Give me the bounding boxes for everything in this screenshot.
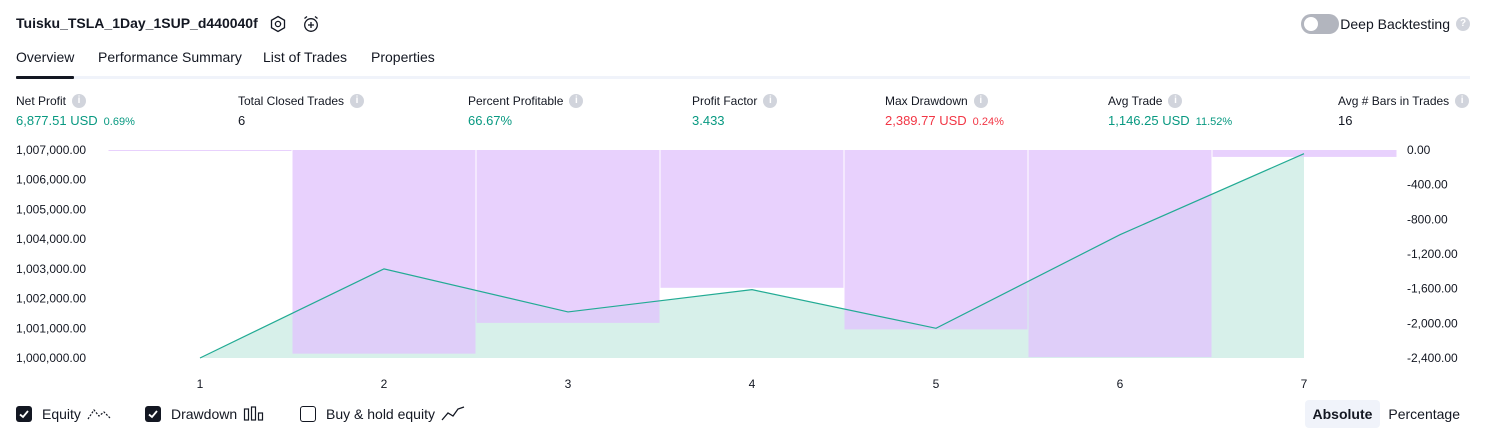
tab-properties[interactable]: Properties xyxy=(371,49,435,65)
legend-label: Equity xyxy=(42,406,81,422)
info-icon[interactable]: i xyxy=(1455,94,1470,108)
info-icon[interactable]: i xyxy=(350,94,365,108)
metric-avg-bars-in-trades: Avg # Bars in Trades i 16 xyxy=(1338,94,1470,128)
drawdown-checkbox[interactable] xyxy=(145,406,161,422)
tab-list-of-trades[interactable]: List of Trades xyxy=(263,49,348,65)
legend-drawdown-toggle[interactable]: Drawdown xyxy=(145,403,265,425)
help-icon[interactable]: ? xyxy=(1456,17,1470,31)
checkmark-icon xyxy=(19,410,29,419)
toggle-knob xyxy=(1304,17,1318,31)
strategy-title: Tuisku_TSLA_1Day_1SUP_d440040f xyxy=(16,15,258,31)
left-axis-tick-label: 1,001,000.00 xyxy=(16,321,86,335)
left-axis-tick-label: 1,005,000.00 xyxy=(16,202,86,216)
metric-value: 6,877.51 USD xyxy=(16,113,98,128)
drawdown-bar xyxy=(1212,150,1397,157)
info-icon[interactable]: i xyxy=(973,94,988,108)
left-axis-tick-label: 1,006,000.00 xyxy=(16,173,86,187)
settings-gear-icon[interactable] xyxy=(266,12,290,36)
drawdown-bar xyxy=(292,150,476,354)
tab-performance-summary[interactable]: Performance Summary xyxy=(98,49,242,65)
info-icon[interactable]: i xyxy=(763,94,778,108)
left-axis-tick-label: 1,002,000.00 xyxy=(16,292,86,306)
left-axis-tick-label: 1,003,000.00 xyxy=(16,262,86,276)
right-axis-tick-label: -400.00 xyxy=(1407,178,1448,192)
metric-label: Net Profit xyxy=(16,94,67,108)
equity-area xyxy=(200,153,1304,358)
metric-max-drawdown: Max Drawdown i 2,389.77 USD 0.24% xyxy=(885,94,1004,128)
right-axis-tick-label: -1,600.00 xyxy=(1407,282,1458,296)
percentage-button[interactable]: Percentage xyxy=(1388,406,1460,422)
checkmark-icon xyxy=(148,410,158,419)
metric-avg-trade: Avg Trade i 1,146.25 USD 11.52% xyxy=(1108,94,1232,128)
metric-label: Avg Trade xyxy=(1108,94,1163,108)
buy-hold-line-icon xyxy=(441,406,465,422)
absolute-button[interactable]: Absolute xyxy=(1304,400,1381,428)
legend-label: Buy & hold equity xyxy=(326,406,435,422)
strategy-header: Tuisku_TSLA_1Day_1SUP_d440040f Deep Back… xyxy=(16,12,1470,38)
x-axis-tick-label: 7 xyxy=(1301,377,1308,391)
x-axis-tick-label: 5 xyxy=(933,377,940,391)
equity-line xyxy=(199,153,1305,359)
equity-drawdown-chart: 1,007,000.00 1,006,000.00 1,005,000.00 1,00… xyxy=(16,143,1458,391)
info-icon[interactable]: i xyxy=(569,94,584,108)
alarm-clock-plus-icon[interactable] xyxy=(299,12,323,36)
drawdown-bar xyxy=(660,150,844,288)
metric-value: 6 xyxy=(238,113,246,128)
metric-label: Max Drawdown xyxy=(885,94,968,108)
left-axis-tick-label: 1,004,000.00 xyxy=(16,232,86,246)
left-axis-tick-label: 1,000,000.00 xyxy=(16,351,86,365)
metric-value: 2,389.77 USD xyxy=(885,113,967,128)
right-axis-tick-label: 0.00 xyxy=(1407,143,1431,157)
tab-overview[interactable]: Overview xyxy=(16,49,75,79)
equity-line-icon xyxy=(87,406,111,422)
buy-hold-checkbox[interactable] xyxy=(300,406,316,422)
right-axis-tick-label: -2,400.00 xyxy=(1407,351,1458,365)
drawdown-bars-icon xyxy=(243,406,265,422)
metric-value: 66.67% xyxy=(468,113,513,128)
drawdown-bar xyxy=(476,150,660,323)
metric-value: 16 xyxy=(1338,113,1353,128)
metric-label: Total Closed Trades xyxy=(238,94,345,108)
metric-label: Profit Factor xyxy=(692,94,758,108)
deep-backtesting-toggle[interactable] xyxy=(1301,14,1339,34)
metric-label: Avg # Bars in Trades xyxy=(1338,94,1450,108)
metric-profit-factor: Profit Factor i 3.433 xyxy=(692,94,778,128)
metric-value: 1,146.25 USD xyxy=(1108,113,1190,128)
legend-buy-hold-toggle[interactable]: Buy & hold equity xyxy=(300,403,465,425)
left-axis-tick-label: 1,007,000.00 xyxy=(16,143,86,157)
drawdown-bar xyxy=(844,150,1028,330)
drawdown-bar xyxy=(1028,150,1212,358)
metric-percent: 0.24% xyxy=(972,116,1004,128)
drawdown-bar xyxy=(108,150,292,151)
x-axis-tick-label: 1 xyxy=(197,377,204,391)
legend-label: Drawdown xyxy=(171,406,238,422)
x-axis-tick-label: 6 xyxy=(1117,377,1124,391)
deep-backtesting-label: Deep Backtesting xyxy=(1340,16,1450,32)
info-icon[interactable]: i xyxy=(1168,94,1183,108)
x-axis-tick-label: 3 xyxy=(565,377,572,391)
metric-percent: 11.52% xyxy=(1195,116,1233,128)
metric-percent: 0.69% xyxy=(103,116,135,128)
right-axis-tick-label: -1,200.00 xyxy=(1407,247,1458,261)
legend-equity-toggle[interactable]: Equity xyxy=(16,403,111,425)
metric-percent-profitable: Percent Profitable i 66.67% xyxy=(468,94,584,128)
right-axis-tick-label: -2,000.00 xyxy=(1407,316,1458,330)
metric-value: 3.433 xyxy=(692,113,725,128)
value-mode-switch: Absolute Percentage xyxy=(1304,400,1469,428)
right-axis-tick-label: -800.00 xyxy=(1407,212,1448,226)
metric-net-profit: Net Profit i 6,877.51 USD 0.69% xyxy=(16,94,135,128)
info-icon[interactable]: i xyxy=(72,94,87,108)
metric-label: Percent Profitable xyxy=(468,94,564,108)
x-axis-tick-label: 2 xyxy=(381,377,388,391)
tab-bar: Overview Performance Summary List of Tra… xyxy=(16,46,1470,79)
equity-checkbox[interactable] xyxy=(16,406,32,422)
metric-total-closed-trades: Total Closed Trades i 6 xyxy=(238,94,365,128)
x-axis-tick-label: 4 xyxy=(749,377,756,391)
